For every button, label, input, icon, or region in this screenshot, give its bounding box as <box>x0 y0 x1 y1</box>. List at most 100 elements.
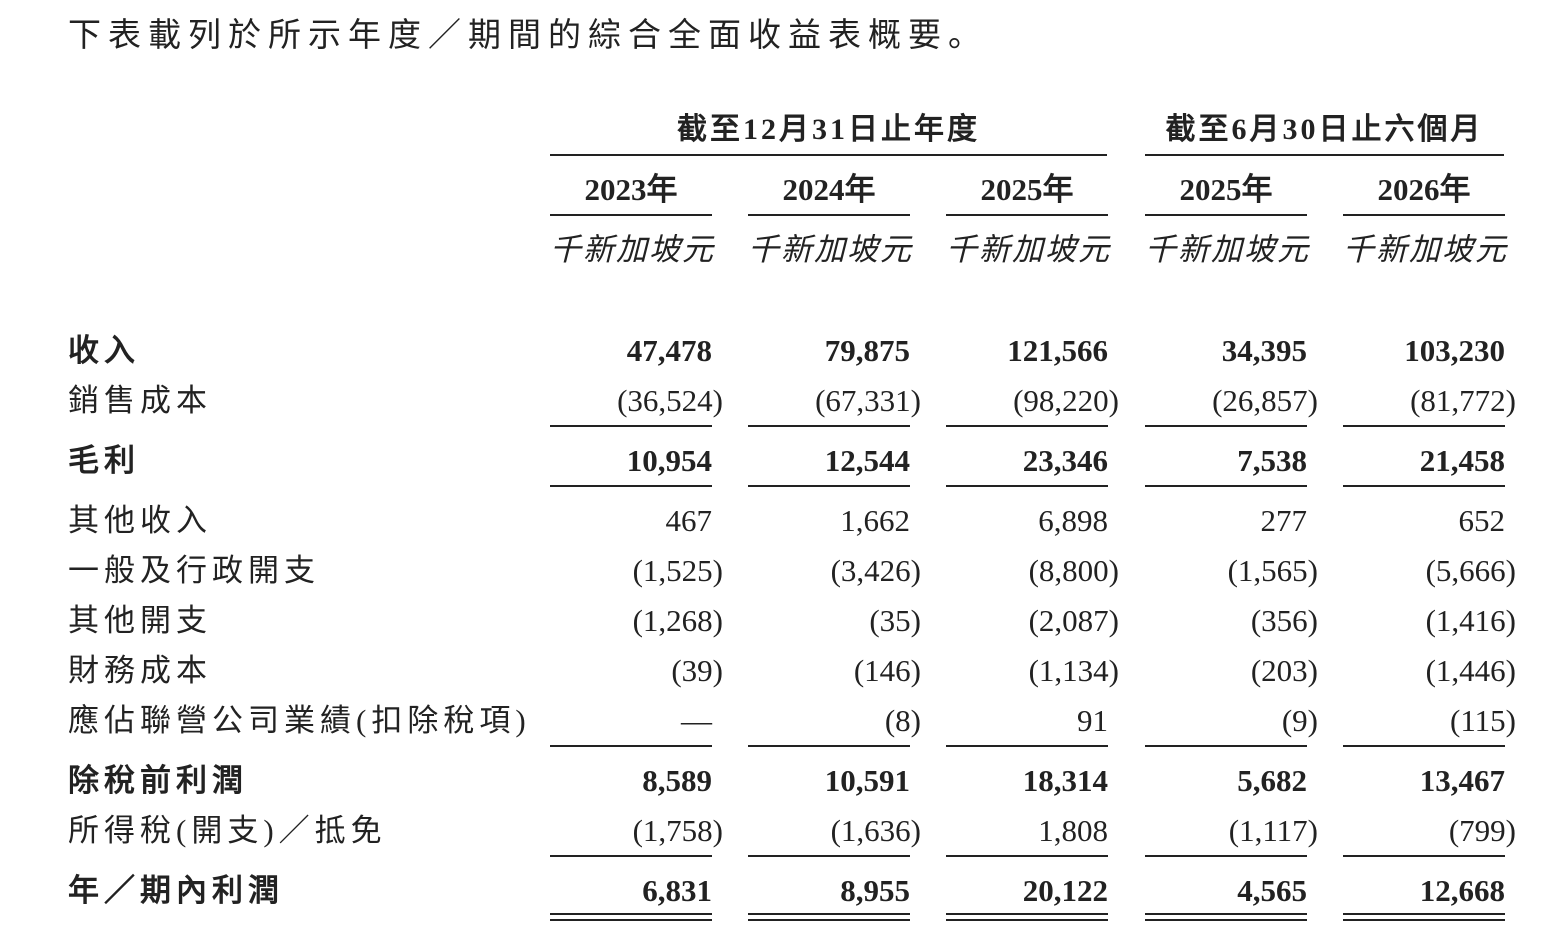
subtotal-rule <box>946 425 1108 427</box>
table-cell: 47,478 <box>626 333 712 368</box>
subtotal-rule <box>946 855 1108 857</box>
total-double-rule <box>1145 913 1307 921</box>
table-cell: (1,525) <box>632 553 723 588</box>
table-cell: 1,662 <box>840 503 910 538</box>
table-cell: (203) <box>1250 653 1318 688</box>
subtotal-rule <box>946 485 1108 487</box>
table-cell: (8,800) <box>1028 553 1119 588</box>
row-label: 毛利 <box>68 443 140 478</box>
row-label: 一般及行政開支 <box>68 553 320 588</box>
row-label: 財務成本 <box>68 653 212 688</box>
column-year-header: 2026年 <box>1377 172 1471 207</box>
column-year-header: 2023年 <box>584 172 678 207</box>
row-label: 年／期內利潤 <box>68 873 284 908</box>
column-unit-label: 千新加坡元 <box>946 232 1111 267</box>
table-cell: 8,955 <box>840 873 910 908</box>
subtotal-rule <box>1145 425 1307 427</box>
table-cell: 7,538 <box>1237 443 1307 478</box>
row-label: 銷售成本 <box>68 383 212 418</box>
row-label: 除稅前利潤 <box>68 763 248 798</box>
column-unit-label: 千新加坡元 <box>748 232 913 267</box>
table-cell: 1,808 <box>1038 813 1108 848</box>
row-label: 其他開支 <box>68 603 212 638</box>
row-label: 其他收入 <box>68 503 212 538</box>
table-cell: 467 <box>665 503 713 538</box>
column-year-rule <box>748 214 910 216</box>
table-cell: (67,331) <box>815 383 921 418</box>
table-cell: (8) <box>884 703 921 738</box>
table-cell: 34,395 <box>1221 333 1307 368</box>
subtotal-rule <box>550 855 712 857</box>
table-cell: (3,426) <box>830 553 921 588</box>
table-cell: (1,636) <box>830 813 921 848</box>
row-label: 應佔聯營公司業績(扣除稅項) <box>68 703 531 738</box>
total-double-rule <box>550 913 712 921</box>
subtotal-rule <box>1343 425 1505 427</box>
row-label: 收入 <box>68 333 140 368</box>
header-group-half-year: 截至6月30日止六個月 <box>1165 113 1484 146</box>
table-cell: (1,117) <box>1228 813 1318 848</box>
table-cell: (5,666) <box>1425 553 1516 588</box>
table-cell: 121,566 <box>1007 333 1108 368</box>
table-cell: (35) <box>869 603 921 638</box>
table-cell: (799) <box>1448 813 1516 848</box>
subtotal-rule <box>748 745 910 747</box>
table-cell: 277 <box>1260 503 1308 538</box>
table-cell: 5,682 <box>1237 763 1307 798</box>
column-year-rule <box>946 214 1108 216</box>
table-cell: 6,831 <box>642 873 712 908</box>
total-double-rule <box>1343 913 1505 921</box>
table-cell: 8,589 <box>642 763 712 798</box>
table-cell: (2,087) <box>1028 603 1119 638</box>
table-cell: 91 <box>1077 703 1108 738</box>
subtotal-rule <box>1145 485 1307 487</box>
table-cell: 10,591 <box>824 763 910 798</box>
subtotal-rule <box>1343 855 1505 857</box>
table-cell: 12,544 <box>824 443 910 478</box>
subtotal-rule <box>946 745 1108 747</box>
table-cell: (1,446) <box>1425 653 1516 688</box>
subtotal-rule <box>550 745 712 747</box>
table-cell: 6,898 <box>1038 503 1108 538</box>
total-double-rule <box>748 913 910 921</box>
table-cell: 23,346 <box>1022 443 1108 478</box>
column-year-header: 2025年 <box>1179 172 1273 207</box>
table-cell: 652 <box>1458 503 1506 538</box>
header-group-full-year-rule <box>550 154 1107 156</box>
subtotal-rule <box>1343 745 1505 747</box>
table-cell: (1,268) <box>632 603 723 638</box>
column-year-header: 2024年 <box>782 172 876 207</box>
table-cell: 79,875 <box>824 333 910 368</box>
table-cell: 20,122 <box>1022 873 1108 908</box>
table-cell: 13,467 <box>1419 763 1505 798</box>
table-cell: 18,314 <box>1022 763 1108 798</box>
column-year-rule <box>1145 214 1307 216</box>
table-cell: (98,220) <box>1013 383 1119 418</box>
table-cell: 4,565 <box>1237 873 1307 908</box>
header-group-half-year-rule <box>1145 154 1504 156</box>
table-cell: (1,134) <box>1028 653 1119 688</box>
header-group-full-year: 截至12月31日止年度 <box>677 113 980 146</box>
table-cell: 12,668 <box>1419 873 1505 908</box>
table-cell: (36,524) <box>617 383 723 418</box>
column-unit-label: 千新加坡元 <box>1343 232 1508 267</box>
table-cell: (1,565) <box>1227 553 1318 588</box>
subtotal-rule <box>1343 485 1505 487</box>
table-cell: 103,230 <box>1404 333 1505 368</box>
table-cell: 10,954 <box>626 443 712 478</box>
table-cell: (115) <box>1450 703 1516 738</box>
row-label: 所得稅(開支)／抵免 <box>68 813 387 848</box>
column-year-rule <box>550 214 712 216</box>
intro-text: 下表載列於所示年度／期間的綜合全面收益表概要。 <box>68 18 988 54</box>
subtotal-rule <box>1145 855 1307 857</box>
table-cell: 21,458 <box>1419 443 1505 478</box>
subtotal-rule <box>550 425 712 427</box>
table-cell: (9) <box>1281 703 1318 738</box>
column-unit-label: 千新加坡元 <box>1145 232 1310 267</box>
table-cell: (26,857) <box>1212 383 1318 418</box>
column-year-rule <box>1343 214 1505 216</box>
subtotal-rule <box>748 855 910 857</box>
table-cell: (1,416) <box>1425 603 1516 638</box>
column-year-header: 2025年 <box>980 172 1074 207</box>
table-cell: — <box>681 703 712 738</box>
